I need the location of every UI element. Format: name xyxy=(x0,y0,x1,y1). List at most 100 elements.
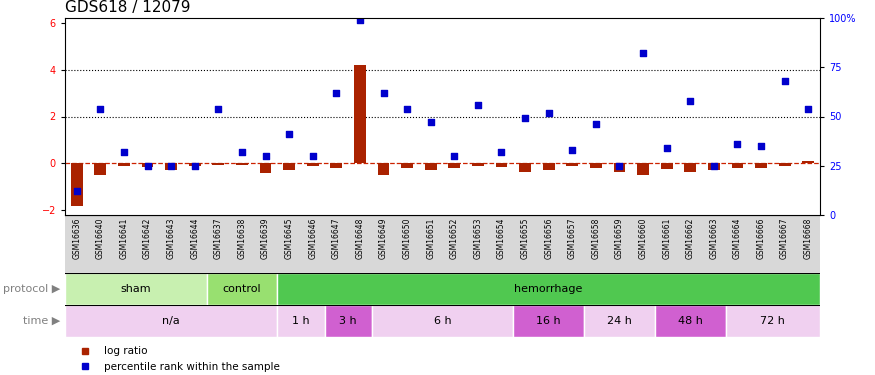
Bar xyxy=(213,164,224,165)
Text: GSM16663: GSM16663 xyxy=(710,218,718,259)
Point xyxy=(731,141,745,147)
Point xyxy=(471,102,485,108)
Text: GSM16648: GSM16648 xyxy=(355,218,364,259)
Text: 72 h: 72 h xyxy=(760,316,785,326)
Bar xyxy=(65,305,277,337)
Bar xyxy=(514,305,584,337)
Point xyxy=(188,163,202,169)
Point xyxy=(802,106,816,112)
Text: GSM16661: GSM16661 xyxy=(662,218,671,259)
Bar xyxy=(566,164,578,166)
Bar xyxy=(684,164,696,172)
Point xyxy=(353,17,367,23)
Text: hemorrhage: hemorrhage xyxy=(514,284,583,294)
Text: GSM16664: GSM16664 xyxy=(733,218,742,259)
Bar xyxy=(94,164,106,175)
Point xyxy=(565,147,579,153)
Text: GSM16641: GSM16641 xyxy=(120,218,129,259)
Text: GSM16638: GSM16638 xyxy=(237,218,247,259)
Bar xyxy=(472,164,484,166)
Bar xyxy=(378,164,389,175)
Bar xyxy=(284,164,295,171)
Point xyxy=(754,143,768,149)
Bar xyxy=(65,273,206,305)
Point xyxy=(589,122,603,128)
Text: GSM16643: GSM16643 xyxy=(166,218,176,259)
Text: GSM16656: GSM16656 xyxy=(544,218,553,259)
Point xyxy=(376,90,390,96)
Point xyxy=(235,149,249,155)
Legend: log ratio, percentile rank within the sample: log ratio, percentile rank within the sa… xyxy=(70,342,284,375)
Point xyxy=(636,51,650,57)
Bar xyxy=(725,305,820,337)
Point xyxy=(518,116,532,122)
Text: GSM16654: GSM16654 xyxy=(497,218,506,259)
Text: GSM16642: GSM16642 xyxy=(144,218,152,259)
Bar xyxy=(802,161,814,164)
Text: 16 h: 16 h xyxy=(536,316,561,326)
Text: GSM16659: GSM16659 xyxy=(615,218,624,259)
Text: GSM16667: GSM16667 xyxy=(780,218,789,259)
Text: GSM16666: GSM16666 xyxy=(757,218,766,259)
Bar xyxy=(189,164,200,166)
Text: protocol ▶: protocol ▶ xyxy=(3,284,60,294)
Text: sham: sham xyxy=(121,284,151,294)
Bar xyxy=(277,305,325,337)
Text: GSM16637: GSM16637 xyxy=(214,218,223,259)
Bar xyxy=(613,164,626,172)
Text: GSM16655: GSM16655 xyxy=(521,218,529,259)
Text: GSM16658: GSM16658 xyxy=(592,218,600,259)
Bar xyxy=(732,164,744,168)
Bar xyxy=(307,164,318,166)
Bar xyxy=(372,305,514,337)
Bar xyxy=(236,164,248,165)
Bar xyxy=(779,164,790,166)
Point xyxy=(542,110,556,116)
Bar xyxy=(277,273,820,305)
Bar xyxy=(424,164,437,171)
Text: time ▶: time ▶ xyxy=(23,316,60,326)
Text: GSM16644: GSM16644 xyxy=(190,218,200,259)
Text: 6 h: 6 h xyxy=(434,316,452,326)
Text: GSM16653: GSM16653 xyxy=(473,218,482,259)
Bar xyxy=(331,164,342,168)
Point xyxy=(305,153,319,159)
Bar xyxy=(260,164,271,173)
Bar xyxy=(354,65,366,164)
Bar xyxy=(755,164,766,168)
Text: 3 h: 3 h xyxy=(340,316,357,326)
Point xyxy=(329,90,343,96)
Point xyxy=(707,163,721,169)
Text: GSM16668: GSM16668 xyxy=(804,218,813,259)
Point xyxy=(94,106,108,112)
Bar xyxy=(71,164,83,206)
Text: GSM16640: GSM16640 xyxy=(96,218,105,259)
Text: GSM16660: GSM16660 xyxy=(639,218,648,259)
Bar xyxy=(142,164,153,167)
Point xyxy=(282,131,296,137)
Bar xyxy=(118,164,130,166)
Text: GSM16657: GSM16657 xyxy=(568,218,577,259)
Bar xyxy=(448,164,460,168)
Point xyxy=(447,153,461,159)
Text: GDS618 / 12079: GDS618 / 12079 xyxy=(65,0,191,15)
Text: GSM16652: GSM16652 xyxy=(450,218,458,259)
Point xyxy=(612,163,626,169)
Bar xyxy=(661,164,673,169)
Bar xyxy=(584,305,654,337)
Text: control: control xyxy=(222,284,262,294)
Bar xyxy=(654,305,725,337)
Bar xyxy=(206,273,277,305)
Bar xyxy=(165,164,177,171)
Bar xyxy=(402,164,413,168)
Text: GSM16645: GSM16645 xyxy=(284,218,294,259)
Bar xyxy=(495,164,507,167)
Bar xyxy=(637,164,649,175)
Text: GSM16649: GSM16649 xyxy=(379,218,388,259)
Text: GSM16650: GSM16650 xyxy=(402,218,411,259)
Text: GSM16639: GSM16639 xyxy=(261,218,270,259)
Point xyxy=(141,163,155,169)
Text: GSM16662: GSM16662 xyxy=(686,218,695,259)
Bar xyxy=(519,164,531,172)
Bar xyxy=(325,305,372,337)
